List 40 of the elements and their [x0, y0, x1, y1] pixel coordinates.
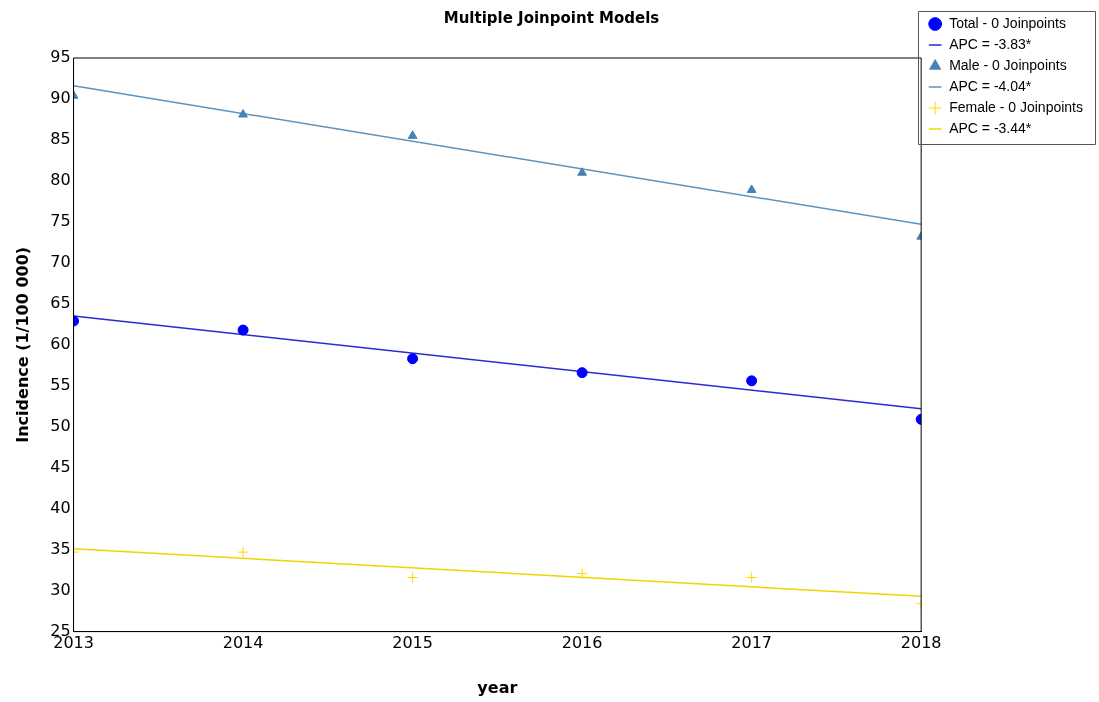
chart-title: Multiple Joinpoint Models	[443, 8, 660, 27]
x-tick-label: 2016	[561, 633, 603, 653]
y-tick-label: 85	[50, 129, 71, 149]
point	[407, 572, 419, 584]
point	[237, 546, 249, 558]
point	[577, 167, 587, 176]
y-axis-title: Incidence (1/100 000)	[12, 246, 32, 443]
y-tick-label: 80	[50, 170, 71, 190]
legend-label: APC = -3.83*	[949, 35, 1032, 52]
point	[407, 130, 418, 139]
x-tick-label: 2017	[731, 633, 772, 653]
point	[576, 367, 588, 379]
y-tick-label: 50	[50, 415, 71, 435]
y-tick-label: 70	[50, 252, 71, 272]
point	[576, 567, 588, 579]
x-tick-label: 2018	[900, 633, 942, 653]
x-tick-label: 2015	[392, 633, 433, 653]
point	[237, 324, 249, 336]
y-tick-label: 55	[50, 374, 71, 394]
y-tick-label: 60	[50, 333, 71, 353]
point	[407, 353, 419, 365]
y-tick-label: 30	[50, 579, 71, 599]
legend-label: Male - 0 Joinpoints	[949, 56, 1067, 73]
legend-label: Female - 0 Joinpoints	[949, 98, 1083, 115]
legend-label: Total - 0 Joinpoints	[949, 14, 1066, 31]
y-tick-label: 45	[50, 456, 71, 476]
legend-label: APC = -4.04*	[949, 77, 1032, 94]
x-axis-title: year	[477, 677, 518, 697]
x-tick-label: 2014	[222, 633, 264, 653]
y-tick-label: 75	[50, 211, 71, 231]
legend-label: APC = -3.44*	[949, 119, 1032, 136]
point	[238, 109, 248, 118]
point	[746, 572, 758, 584]
y-tick-label: 90	[50, 88, 71, 108]
y-tick-label: 95	[50, 47, 71, 67]
y-tick-label: 40	[50, 497, 71, 517]
y-tick-label: 35	[50, 538, 71, 558]
y-tick-label: 65	[50, 292, 71, 312]
point	[746, 375, 758, 387]
point	[746, 184, 757, 193]
